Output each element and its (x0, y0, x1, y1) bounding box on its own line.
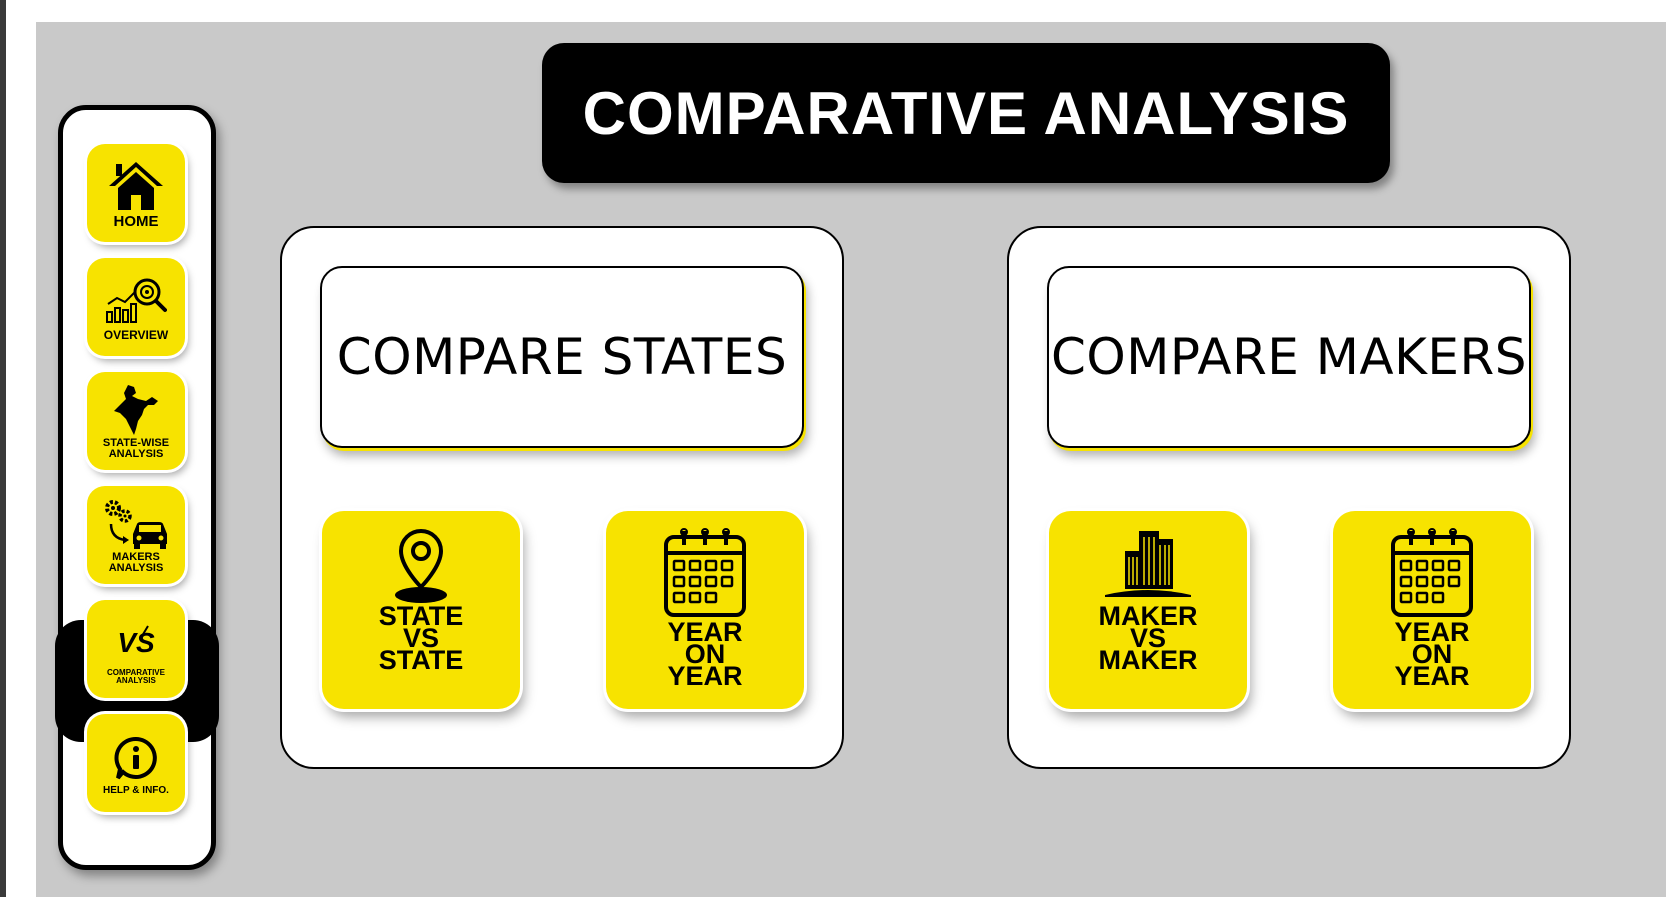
compare-states-title: COMPARE STATES (336, 328, 788, 386)
compare-makers-title: COMPARE MAKERS (1051, 328, 1527, 386)
gears-car-icon (103, 496, 169, 552)
versus-icon: VS (108, 613, 164, 669)
page-title: COMPARATIVE ANALYSIS (582, 79, 1350, 147)
nav-home-button[interactable]: HOME (87, 144, 185, 242)
window-edge (0, 0, 6, 897)
maker-vs-maker-button[interactable]: MAKER VS MAKER (1049, 511, 1247, 709)
info-chat-icon (113, 730, 159, 786)
nav-state-wise-label: STATE-WISE ANALYSIS (102, 437, 170, 460)
page-title-banner: COMPARATIVE ANALYSIS (542, 43, 1390, 183)
svg-text:VS: VS (117, 627, 155, 658)
compare-makers-panel: COMPARE MAKERS MAKER VS MAKER (1007, 226, 1571, 769)
calendar-icon (1389, 527, 1475, 619)
nav-help-label: HELP & INFO. (103, 785, 169, 796)
maker-vs-maker-label: MAKER VS MAKER (1098, 601, 1198, 675)
compare-makers-header[interactable]: COMPARE MAKERS (1047, 266, 1531, 448)
chart-search-icon (105, 273, 167, 329)
nav-comparative-label: COMPARATIVE ANALYSIS (107, 668, 165, 685)
states-year-on-year-button[interactable]: YEAR ON YEAR (606, 511, 804, 709)
sidebar-nav: HOME OVERVIEW STATE-WISE ANALYSIS (55, 105, 219, 870)
makers-year-on-year-button[interactable]: YEAR ON YEAR (1333, 511, 1531, 709)
state-vs-state-label: STATE VS STATE (378, 601, 464, 675)
compare-states-header[interactable]: COMPARE STATES (320, 266, 804, 448)
india-map-icon (112, 382, 160, 438)
nav-makers-button[interactable]: MAKERS ANALYSIS (87, 486, 185, 584)
states-year-on-year-label: YEAR ON YEAR (667, 617, 743, 691)
location-pin-icon (391, 527, 451, 605)
nav-overview-label: OVERVIEW (103, 328, 169, 342)
nav-comparative-button[interactable]: VS COMPARATIVE ANALYSIS (87, 600, 185, 698)
calendar-icon (662, 527, 748, 619)
nav-help-button[interactable]: HELP & INFO. (87, 714, 185, 812)
makers-year-on-year-label: YEAR ON YEAR (1394, 617, 1470, 691)
state-vs-state-button[interactable]: STATE VS STATE (322, 511, 520, 709)
nav-overview-button[interactable]: OVERVIEW (87, 258, 185, 356)
home-icon (107, 158, 165, 214)
nav-home-label: HOME (113, 212, 159, 230)
building-icon (1103, 527, 1193, 599)
nav-makers-label: MAKERS ANALYSIS (108, 551, 164, 574)
compare-states-panel: COMPARE STATES STATE VS STATE (280, 226, 844, 769)
nav-state-wise-button[interactable]: STATE-WISE ANALYSIS (87, 372, 185, 470)
